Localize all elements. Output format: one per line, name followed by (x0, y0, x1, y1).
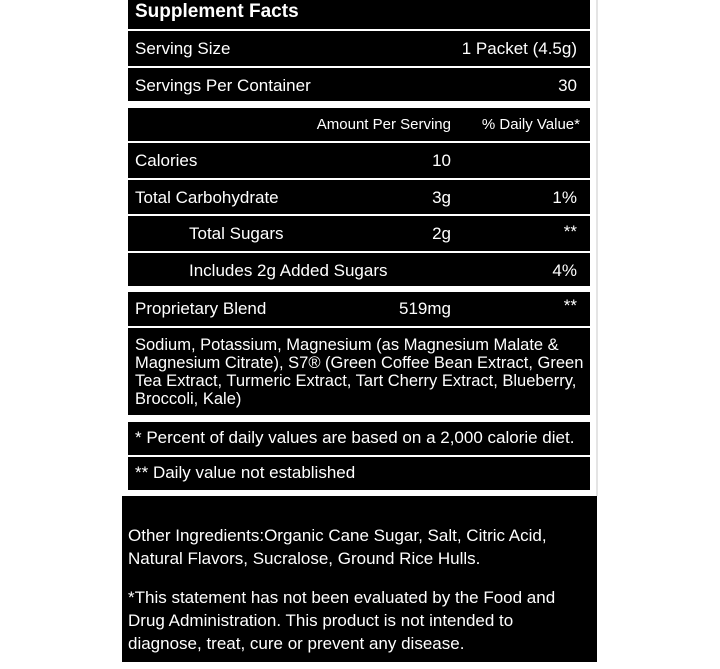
footnote-row: * Percent of daily values are based on a… (128, 422, 590, 455)
facts-title-row: Supplement Facts (128, 0, 590, 29)
footnote-row: ** Daily value not established (128, 457, 590, 490)
facts-title: Supplement Facts (135, 1, 299, 22)
servings-per-container-row: Servings Per Container 30 (128, 68, 590, 101)
other-ingredients: Other Ingredients:Organic Cane Sugar, Sa… (128, 526, 547, 568)
nutrient-name: Calories (135, 151, 198, 170)
other-ingredients-panel: Other Ingredients:Organic Cane Sugar, Sa… (122, 496, 597, 662)
nutrient-name: Total Sugars (189, 224, 284, 243)
serving-size-label: Serving Size (135, 39, 231, 58)
divider-line (596, 0, 598, 496)
serving-size-row: Serving Size 1 Packet (4.5g) (128, 31, 590, 66)
nutrient-row: Total Carbohydrate 3g 1% (128, 180, 590, 214)
blend-dv: ** (563, 296, 577, 315)
blend-amount: 519mg (399, 299, 451, 318)
amount-header: Amount Per Serving (316, 116, 451, 133)
dv-header: % Daily Value* (481, 116, 580, 133)
servings-label: Servings Per Container (135, 76, 311, 95)
nutrient-row: Includes 2g Added Sugars 4% (128, 253, 590, 286)
proprietary-blend-row: Proprietary Blend 519mg ** (128, 292, 590, 326)
blend-ingredients: Sodium, Potassium, Magnesium (as Magnesi… (135, 336, 584, 408)
fda-disclaimer: *This statement has not been evaluated b… (128, 588, 556, 653)
nutrient-row: Calories 10 (128, 143, 590, 178)
serving-size-value: 1 Packet (4.5g) (461, 39, 577, 58)
nutrient-name: Total Carbohydrate (135, 188, 279, 207)
footnote-not-established: ** Daily value not established (135, 463, 356, 482)
nutrient-row: Total Sugars 2g ** (128, 216, 590, 251)
nutrient-name: Includes 2g Added Sugars (189, 261, 388, 280)
blend-name: Proprietary Blend (135, 299, 267, 318)
column-header-row: Amount Per Serving % Daily Value* (128, 108, 590, 141)
nutrient-amount: 2g (432, 224, 451, 243)
footnote-percent: * Percent of daily values are based on a… (135, 428, 575, 447)
nutrient-dv: 4% (552, 261, 577, 280)
nutrient-amount: 10 (432, 151, 451, 170)
nutrient-dv: ** (563, 222, 577, 241)
blend-ingredients-row: Sodium, Potassium, Magnesium (as Magnesi… (128, 328, 590, 415)
nutrient-dv: 1% (552, 188, 577, 207)
servings-value: 30 (558, 76, 577, 95)
nutrient-amount: 3g (432, 188, 451, 207)
